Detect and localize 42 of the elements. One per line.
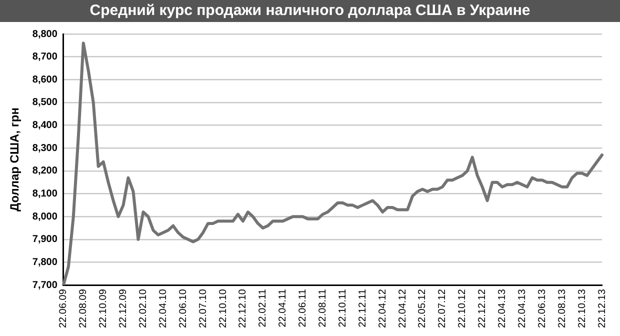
x-tick-label: 22.12.13 (596, 288, 608, 328)
y-tick-label: 8,000 (32, 211, 58, 222)
chart-title: Средний курс продажи наличного доллара США в Украине (0, 0, 620, 22)
x-tick-label: 22.12.09 (118, 288, 130, 328)
x-tick-label: 22.08.13 (556, 288, 568, 328)
y-tick-label: 8,500 (32, 97, 58, 108)
y-tick-label: 8,100 (32, 188, 58, 200)
x-tick-label: 22.02.10 (138, 288, 149, 328)
y-tick-label: 8,200 (32, 166, 58, 177)
x-tick-label: 22.04.13 (497, 288, 508, 328)
x-tick-label: 22.06.13 (536, 288, 548, 328)
x-tick-label: 22.04.12 (377, 288, 388, 328)
x-tick-label: 22.06.09 (58, 288, 70, 328)
x-tick-label: 22.04.13 (516, 288, 528, 328)
x-tick-label: 22.10.12 (457, 288, 468, 328)
x-tick-label: 22.06.11 (298, 288, 309, 328)
y-tick-label: 8,300 (32, 142, 58, 154)
x-tick-label: 22.10.09 (98, 288, 110, 328)
x-tick-label: 22.12.11 (357, 288, 368, 328)
y-tick-label: 8,400 (32, 120, 58, 132)
y-tick-label: 8,600 (32, 74, 58, 86)
y-tick-label: 7,700 (32, 280, 58, 291)
y-axis-title: Доллар США, грн (8, 108, 22, 212)
x-tick-label: 22.02.11 (258, 288, 269, 328)
x-tick-label: 22.05.12 (417, 288, 428, 328)
x-tick-label: 22.08.09 (78, 288, 90, 328)
x-tick-label: 22.12.12 (477, 288, 488, 328)
x-tick-label: 22.10.13 (576, 288, 588, 328)
x-tick-label: 22.10.11 (337, 288, 348, 328)
x-tick-label: 22.07.12 (437, 288, 448, 328)
x-tick-label: 22.12.10 (238, 288, 249, 328)
x-tick-label: 22.04.10 (158, 288, 169, 328)
y-tick-label: 8,800 (32, 28, 58, 40)
x-tick-label: 22.07.10 (198, 288, 209, 328)
y-tick-label: 8,700 (32, 52, 58, 63)
y-tick-label: 7,800 (32, 257, 58, 268)
x-tick-label: 22.04.11 (278, 288, 289, 328)
x-tick-label: 22.06.10 (178, 288, 189, 328)
x-tick-label: 22.08.11 (317, 288, 328, 328)
x-tick-label: 22.04.12 (397, 288, 408, 328)
y-tick-label: 7,900 (32, 234, 58, 246)
x-tick-label: 22.10.10 (218, 288, 229, 328)
